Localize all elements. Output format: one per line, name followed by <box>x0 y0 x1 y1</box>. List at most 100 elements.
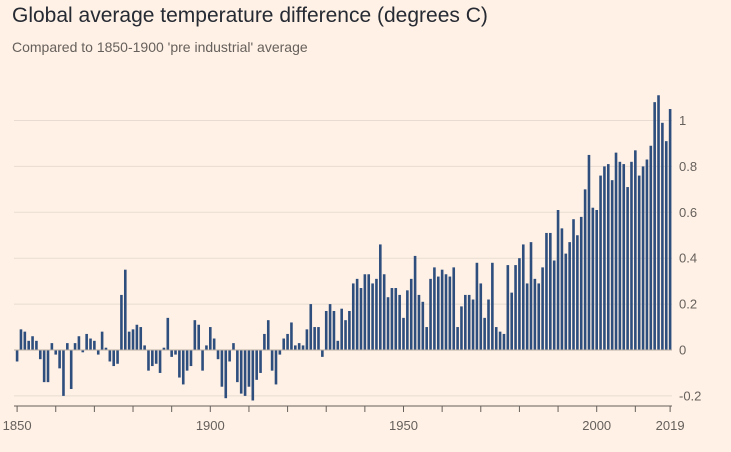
bar-1916 <box>270 350 274 371</box>
bar-1883 <box>143 345 146 350</box>
bar-1926 <box>309 304 313 350</box>
bar-1913 <box>259 350 262 373</box>
bar-1876 <box>116 350 119 364</box>
bar-1972 <box>487 299 490 350</box>
bar-1949 <box>398 294 401 350</box>
bar-1905 <box>228 350 231 362</box>
bar-1903 <box>220 350 224 387</box>
bar-1937 <box>351 283 355 350</box>
bar-1877 <box>120 294 123 350</box>
bar-2004 <box>610 180 614 350</box>
bar-1884 <box>147 350 150 371</box>
bar-1855 <box>35 340 38 350</box>
bar-1985 <box>537 283 541 350</box>
bar-2005 <box>614 152 618 350</box>
bar-1994 <box>572 219 575 350</box>
bar-1968 <box>471 299 475 350</box>
bar-2012 <box>641 166 645 350</box>
bars <box>15 95 672 401</box>
bar-1869 <box>89 338 92 350</box>
bar-1982 <box>525 283 529 350</box>
y-tick-label: 0.8 <box>679 159 697 174</box>
bar-1918 <box>278 350 282 355</box>
bar-1951 <box>406 290 409 350</box>
bar-1854 <box>31 336 34 350</box>
bar-1898 <box>201 350 204 371</box>
bar-2009 <box>630 161 633 350</box>
bar-1904 <box>224 350 228 399</box>
bar-1907 <box>236 350 239 383</box>
bar-1942 <box>371 283 374 350</box>
bar-2014 <box>649 145 653 350</box>
bar-1871 <box>96 350 100 355</box>
bar-1873 <box>104 347 108 350</box>
bar-1998 <box>587 154 591 350</box>
bar-1979 <box>514 265 517 350</box>
bar-1967 <box>467 294 471 350</box>
bar-2006 <box>618 161 622 350</box>
x-tick-label: 2019 <box>656 418 685 433</box>
bar-1880 <box>131 329 135 350</box>
bar-1997 <box>583 189 587 350</box>
bar-1977 <box>506 265 510 350</box>
bar-1920 <box>286 333 289 350</box>
bar-1908 <box>239 350 243 394</box>
bar-1990 <box>556 210 560 350</box>
bar-1879 <box>127 331 131 350</box>
bar-1988 <box>549 232 552 350</box>
bar-1878 <box>123 269 127 350</box>
bar-1887 <box>158 350 162 373</box>
bar-1931 <box>328 304 332 350</box>
bar-1999 <box>591 207 595 350</box>
bar-1939 <box>359 288 363 350</box>
bar-1875 <box>112 350 115 367</box>
bar-1938 <box>355 278 359 350</box>
bar-1961 <box>444 274 448 350</box>
bar-2017 <box>661 122 664 350</box>
bar-1992 <box>564 253 568 350</box>
bar-1936 <box>348 310 351 350</box>
bar-1860 <box>54 350 58 355</box>
bar-2015 <box>653 102 656 350</box>
bar-1965 <box>460 306 463 350</box>
bar-2010 <box>634 150 637 350</box>
bar-1950 <box>402 317 405 350</box>
bar-1894 <box>185 350 189 371</box>
bar-1963 <box>452 267 456 350</box>
bar-2003 <box>606 164 610 350</box>
bar-1929 <box>321 350 324 357</box>
y-tick-label: 0 <box>679 343 686 358</box>
bar-1960 <box>440 269 444 350</box>
bar-1970 <box>479 283 483 350</box>
bar-1923 <box>297 343 301 350</box>
bar-1976 <box>502 333 506 350</box>
chart-title: Global average temperature difference (d… <box>12 4 488 27</box>
bar-1922 <box>294 345 297 350</box>
bar-1989 <box>552 260 556 350</box>
bar-1991 <box>560 228 564 350</box>
y-tick-label: -0.2 <box>679 388 701 403</box>
bar-1943 <box>375 278 378 350</box>
bar-2007 <box>622 164 626 350</box>
bar-1962 <box>448 276 452 350</box>
bar-1912 <box>255 350 258 380</box>
bar-1872 <box>100 331 104 350</box>
bar-1969 <box>475 262 479 350</box>
bar-1919 <box>282 338 286 350</box>
x-axis: 1850 1900 1950 2000 2019 <box>3 405 685 433</box>
bar-1856 <box>38 350 42 360</box>
bar-1902 <box>216 350 220 360</box>
bar-1959 <box>436 276 440 350</box>
bar-1958 <box>433 267 436 350</box>
bar-1896 <box>193 320 197 350</box>
x-tick-label: 1900 <box>196 418 225 433</box>
bar-1917 <box>274 350 278 385</box>
bar-1858 <box>46 350 50 383</box>
bar-1925 <box>305 329 309 350</box>
bar-1868 <box>85 333 88 350</box>
bar-1980 <box>518 258 521 350</box>
bar-1865 <box>73 343 77 350</box>
gridlines <box>14 120 672 397</box>
y-tick-labels: 1 0.8 0.6 0.4 0.2 0 -0.2 <box>679 113 701 403</box>
bar-1909 <box>243 350 247 396</box>
